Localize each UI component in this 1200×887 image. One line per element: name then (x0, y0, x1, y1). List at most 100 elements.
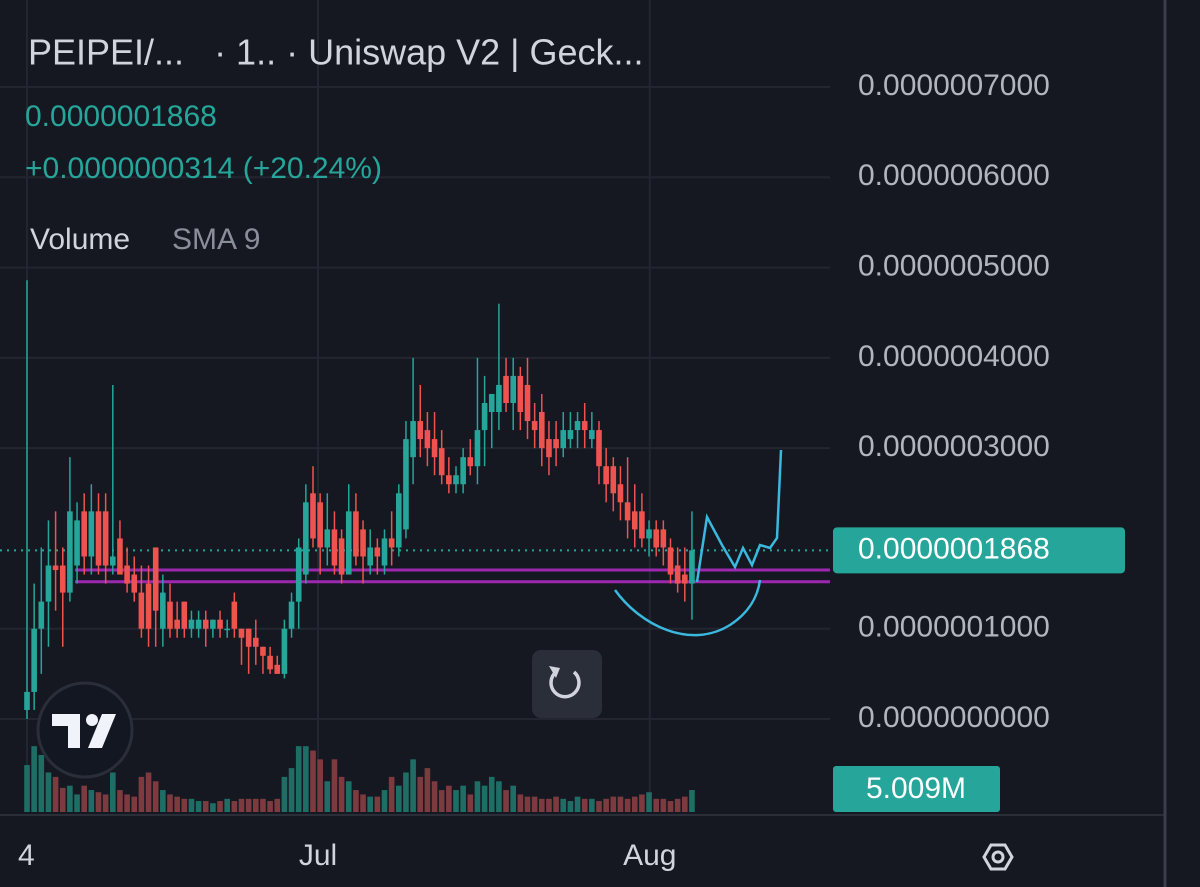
volume-bar (88, 790, 95, 812)
settings-button[interactable] (982, 843, 1014, 871)
volume-bar (546, 798, 552, 812)
candle-body (74, 520, 80, 566)
candle-body (67, 511, 73, 593)
reset-button[interactable] (532, 650, 602, 718)
candle-body (438, 448, 445, 476)
indicator-name: Volume (30, 223, 130, 256)
volume-bar (131, 796, 138, 812)
volume-bar (295, 746, 302, 812)
volume-bar (431, 781, 438, 812)
candle-body (653, 529, 659, 548)
x-tick-label: 4 (18, 839, 35, 872)
candle-body (546, 439, 552, 458)
volume-bar (610, 796, 617, 812)
volume-bar (52, 776, 59, 812)
volume-bar (388, 776, 395, 812)
volume-bar (124, 794, 130, 812)
candle-body (531, 421, 538, 431)
candle-body (474, 430, 481, 467)
candle-body (88, 511, 95, 557)
candle-body (24, 691, 30, 710)
volume-bar (410, 759, 416, 812)
last-price-badge (833, 527, 1125, 574)
volume-bar (288, 768, 295, 812)
hand-drawn-projection (695, 449, 783, 583)
volume-bar (174, 796, 180, 812)
volume-badge (833, 766, 1000, 813)
candle-body (553, 439, 559, 449)
candle-body (431, 439, 438, 458)
volume-bar (310, 750, 316, 812)
volume-bar (660, 798, 667, 812)
volume-bar (181, 798, 188, 812)
volume-label: 5.009M (866, 772, 966, 805)
candle-body (95, 511, 102, 566)
candle-body (481, 403, 488, 431)
volume-bar (110, 772, 116, 812)
volume-bar (267, 801, 273, 812)
candle-body (388, 538, 395, 548)
volume-bar (567, 801, 574, 812)
volume-bar (188, 798, 195, 812)
volume-bar (95, 792, 102, 812)
candle-body (639, 511, 645, 539)
candle-body (682, 574, 688, 584)
candle-body (396, 493, 402, 548)
candle-body (381, 538, 388, 566)
indicator-setting: SMA 9 (172, 223, 260, 256)
volume-bar (360, 794, 366, 812)
volume-bar (260, 798, 266, 812)
candle-body (460, 457, 466, 485)
volume-bar (403, 772, 409, 812)
candle-body (110, 556, 116, 566)
chart-title: PEIPEI/... · 1.. · Uniswap V2 | Geck... (28, 32, 644, 73)
volume-bar (317, 759, 323, 812)
candle-body (160, 592, 166, 629)
candle-body (238, 628, 245, 638)
volume-bar (367, 796, 373, 812)
volume-bar (424, 768, 431, 812)
candle-body (210, 619, 216, 629)
candle-body (424, 430, 431, 449)
volume-bar (117, 790, 123, 812)
candle-body (317, 502, 323, 548)
candle-body (646, 529, 652, 539)
volume-bar (574, 796, 581, 812)
volume-bar (195, 801, 202, 812)
candle-body (496, 384, 502, 413)
candle-body (345, 511, 352, 575)
volume-bar (67, 785, 73, 812)
candle-body (288, 601, 295, 629)
drawn-levels (0, 549, 830, 584)
volume-bar (467, 794, 474, 812)
volume-bar (102, 794, 109, 812)
volume-bar (639, 794, 645, 812)
candle-body (338, 538, 345, 575)
candle-body (324, 529, 331, 548)
volume-bar (331, 759, 338, 812)
volume-bar (488, 776, 495, 812)
candle-body (117, 538, 123, 575)
volume-bar (353, 790, 359, 812)
volume-bar (517, 794, 524, 812)
candle-body (38, 601, 45, 629)
volume-pane (24, 746, 695, 812)
volume-bar (202, 801, 209, 812)
volume-bar (553, 796, 559, 812)
candle-body (131, 574, 138, 593)
volume-bar (617, 796, 624, 812)
y-tick-label: 0.0000006000 (858, 159, 1050, 192)
candle-body (367, 547, 373, 566)
candle-body (45, 565, 52, 602)
candle-body (52, 565, 59, 571)
volume-bar (460, 785, 466, 812)
volume-bar (245, 798, 252, 812)
candle-body (689, 550, 695, 584)
candle-body (145, 583, 152, 629)
y-tick-label: 0.0000005000 (858, 249, 1050, 282)
candle-body (581, 421, 588, 431)
candle-body (253, 637, 259, 647)
volume-bar (589, 798, 595, 812)
volume-bar (510, 785, 516, 812)
